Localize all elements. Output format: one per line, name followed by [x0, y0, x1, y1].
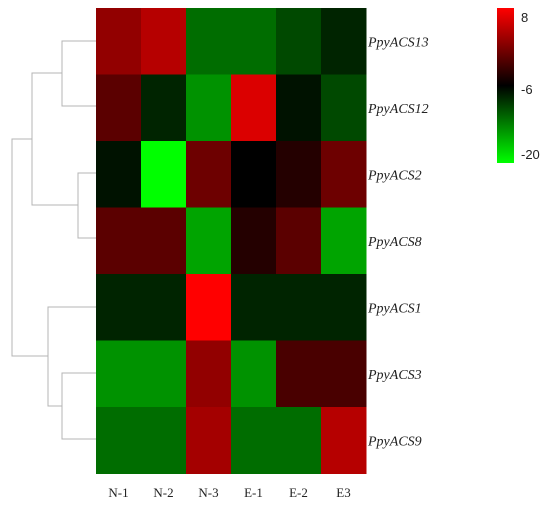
row-label: PpyACS9: [367, 434, 422, 449]
heatmap-cell: [231, 74, 277, 142]
heatmap-cell: [276, 8, 322, 75]
heatmap-cell: [96, 141, 142, 208]
dendrogram-branch: [11, 138, 48, 357]
heatmap-cell: [321, 74, 367, 142]
heatmap-cell: [186, 74, 232, 142]
row-label: PpyACS3: [367, 368, 422, 383]
heatmap-cell: [276, 407, 322, 474]
heatmap-cell: [276, 207, 322, 275]
row-label: PpyACS8: [367, 235, 422, 250]
dendrogram-branch: [61, 372, 96, 440]
dendrogram-branch: [77, 172, 96, 239]
column-label: E-1: [244, 485, 263, 500]
column-labels: N-1 N-2 N-3 E-1 E-2 E3: [108, 485, 350, 500]
color-scale: 8 -6 -20: [497, 8, 540, 163]
column-label: N-2: [153, 485, 173, 500]
heatmap-cell: [186, 141, 232, 208]
dendrogram-branch: [47, 306, 96, 407]
heatmap-cell: [186, 274, 232, 341]
row-label: PpyACS13: [367, 35, 429, 50]
heatmap-cell: [186, 340, 232, 408]
heatmap-cell: [231, 407, 277, 474]
heatmap-cells: [96, 8, 367, 474]
heatmap-cell: [321, 207, 367, 275]
heatmap-cell: [141, 274, 187, 341]
heatmap-cell: [321, 141, 367, 208]
column-label: E-2: [289, 485, 308, 500]
heatmap-cell: [321, 8, 367, 75]
column-label: N-1: [108, 485, 128, 500]
heatmap-cell: [96, 407, 142, 474]
heatmap-cell: [141, 141, 187, 208]
heatmap-cell: [276, 274, 322, 341]
heatmap-cell: [231, 8, 277, 75]
heatmap-cell: [321, 407, 367, 474]
heatmap-cell: [96, 8, 142, 75]
heatmap-cell: [96, 274, 142, 341]
heatmap-cell: [231, 141, 277, 208]
heatmap-cell: [141, 74, 187, 142]
heatmap-cell: [276, 141, 322, 208]
heatmap-cell: [141, 407, 187, 474]
column-label: N-3: [198, 485, 218, 500]
color-scale-tick-min: -20: [521, 147, 540, 162]
row-label: PpyACS1: [367, 301, 422, 316]
row-label: PpyACS12: [367, 102, 429, 117]
color-scale-bar: [497, 8, 514, 163]
heatmap-cell: [231, 207, 277, 275]
row-labels: PpyACS13 PpyACS12 PpyACS2 PpyACS8 PpyACS1 Ppy…: [367, 35, 429, 449]
dendrogram-branch: [61, 40, 96, 107]
heatmap-cell: [276, 74, 322, 142]
heatmap-cell: [96, 74, 142, 142]
heatmap-cell: [96, 340, 142, 408]
column-label: E3: [336, 485, 350, 500]
heatmap-cell: [96, 207, 142, 275]
heatmap-cell: [186, 8, 232, 75]
heatmap-cell: [141, 340, 187, 408]
heatmap-cell: [141, 8, 187, 75]
heatmap-cell: [186, 407, 232, 474]
heatmap-cell: [231, 274, 277, 341]
heatmap-cell: [186, 207, 232, 275]
heatmap-cell: [321, 274, 367, 341]
heatmap-cell: [141, 207, 187, 275]
heatmap-cell: [321, 340, 367, 408]
row-dendrogram: [11, 40, 96, 440]
row-label: PpyACS2: [367, 168, 422, 183]
dendrogram-branch: [31, 72, 78, 206]
heatmap-cell: [231, 340, 277, 408]
heatmap-cell: [276, 340, 322, 408]
color-scale-tick-mid: -6: [521, 82, 533, 97]
color-scale-tick-max: 8: [521, 10, 528, 25]
